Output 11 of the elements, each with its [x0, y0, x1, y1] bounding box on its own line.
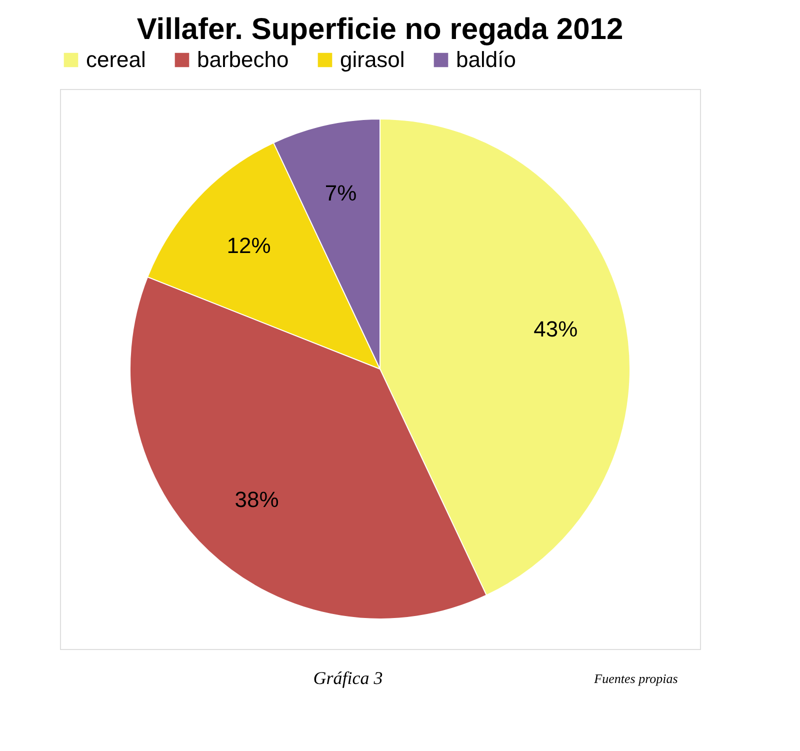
data-label: 38% [234, 487, 279, 512]
data-label: 43% [534, 316, 578, 342]
source-note: Fuentes propias [593, 671, 678, 686]
data-label: 12% [226, 232, 271, 258]
legend-label: baldío [456, 47, 516, 72]
text: Gráfica 3 [313, 668, 383, 688]
legend-label: barbecho [197, 47, 289, 72]
legend-label: girasol [340, 47, 405, 72]
chart-title: Villafer. Superficie no regada 2012 [136, 13, 624, 46]
legend-label: cereal [86, 47, 146, 72]
data-label: 7% [324, 180, 357, 206]
